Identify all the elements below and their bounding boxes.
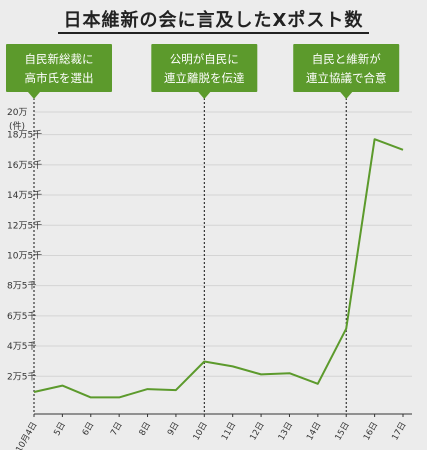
callout-box — [6, 44, 112, 92]
x-tick-label: 16日 — [362, 421, 380, 443]
event-markers — [33, 98, 347, 414]
x-tick-label: 10月4日 — [14, 421, 39, 450]
x-axis-ticks: 10月4日 5日 6日 7日 8日 9日 10日 11日 12日 13日 14日 15日 16日 17日 — [14, 414, 409, 450]
x-tick-label: 7日 — [109, 421, 125, 438]
y-tick-label: 6万5千 — [7, 311, 36, 322]
y-axis-unit: (件) — [9, 120, 25, 132]
callout-text: 連立離脱を伝達 — [164, 71, 245, 85]
gridlines — [34, 111, 412, 377]
x-tick-label: 5日 — [52, 421, 68, 438]
x-tick-label: 17日 — [390, 421, 408, 443]
y-tick-label: 10万5千 — [7, 250, 42, 261]
callout-pointer — [198, 92, 211, 99]
y-tick-label: 12万5千 — [7, 220, 42, 231]
callout-text: 連立協議で合意 — [306, 71, 387, 85]
callout-text: 公明が自民に — [170, 52, 239, 66]
x-tick-label: 14日 — [305, 421, 323, 443]
callout-text: 自民新総裁に — [25, 52, 94, 66]
callout-box — [151, 44, 258, 92]
x-tick-label: 11日 — [220, 421, 238, 443]
series-line — [33, 138, 404, 399]
x-tick-label: 13日 — [277, 421, 295, 443]
callout-pointer — [28, 92, 40, 99]
y-tick-label: 20万 — [7, 108, 27, 118]
callout-text: 自民と維新が — [312, 52, 381, 66]
x-tick-label: 10日 — [192, 421, 210, 443]
y-axis-ticks: 2万5千 4万5千 6万5千 8万5千 10万5千 12万5千 14万5千 16万5千 18万5… — [7, 108, 42, 382]
y-tick-label: 4万5千 — [7, 341, 36, 352]
chart-title: 日本維新の会に言及したXポスト数 — [63, 10, 364, 31]
title-underline — [58, 32, 369, 34]
y-tick-label: 14万5千 — [7, 190, 42, 201]
x-tick-label: 15日 — [334, 421, 352, 443]
x-tick-label: 9日 — [166, 421, 182, 438]
callout-box — [293, 44, 400, 92]
y-tick-label: 8万5千 — [7, 281, 36, 292]
callout-text: 高市氏を選出 — [25, 71, 94, 85]
y-tick-label: 16万5千 — [7, 160, 42, 171]
x-tick-label: 8日 — [138, 421, 154, 438]
x-tick-label: 6日 — [81, 421, 97, 438]
x-tick-label: 12日 — [248, 421, 266, 443]
y-tick-label: 2万5千 — [7, 371, 36, 382]
callout-pointer — [340, 92, 353, 99]
y-tick-label: 18万5千 — [7, 130, 42, 141]
